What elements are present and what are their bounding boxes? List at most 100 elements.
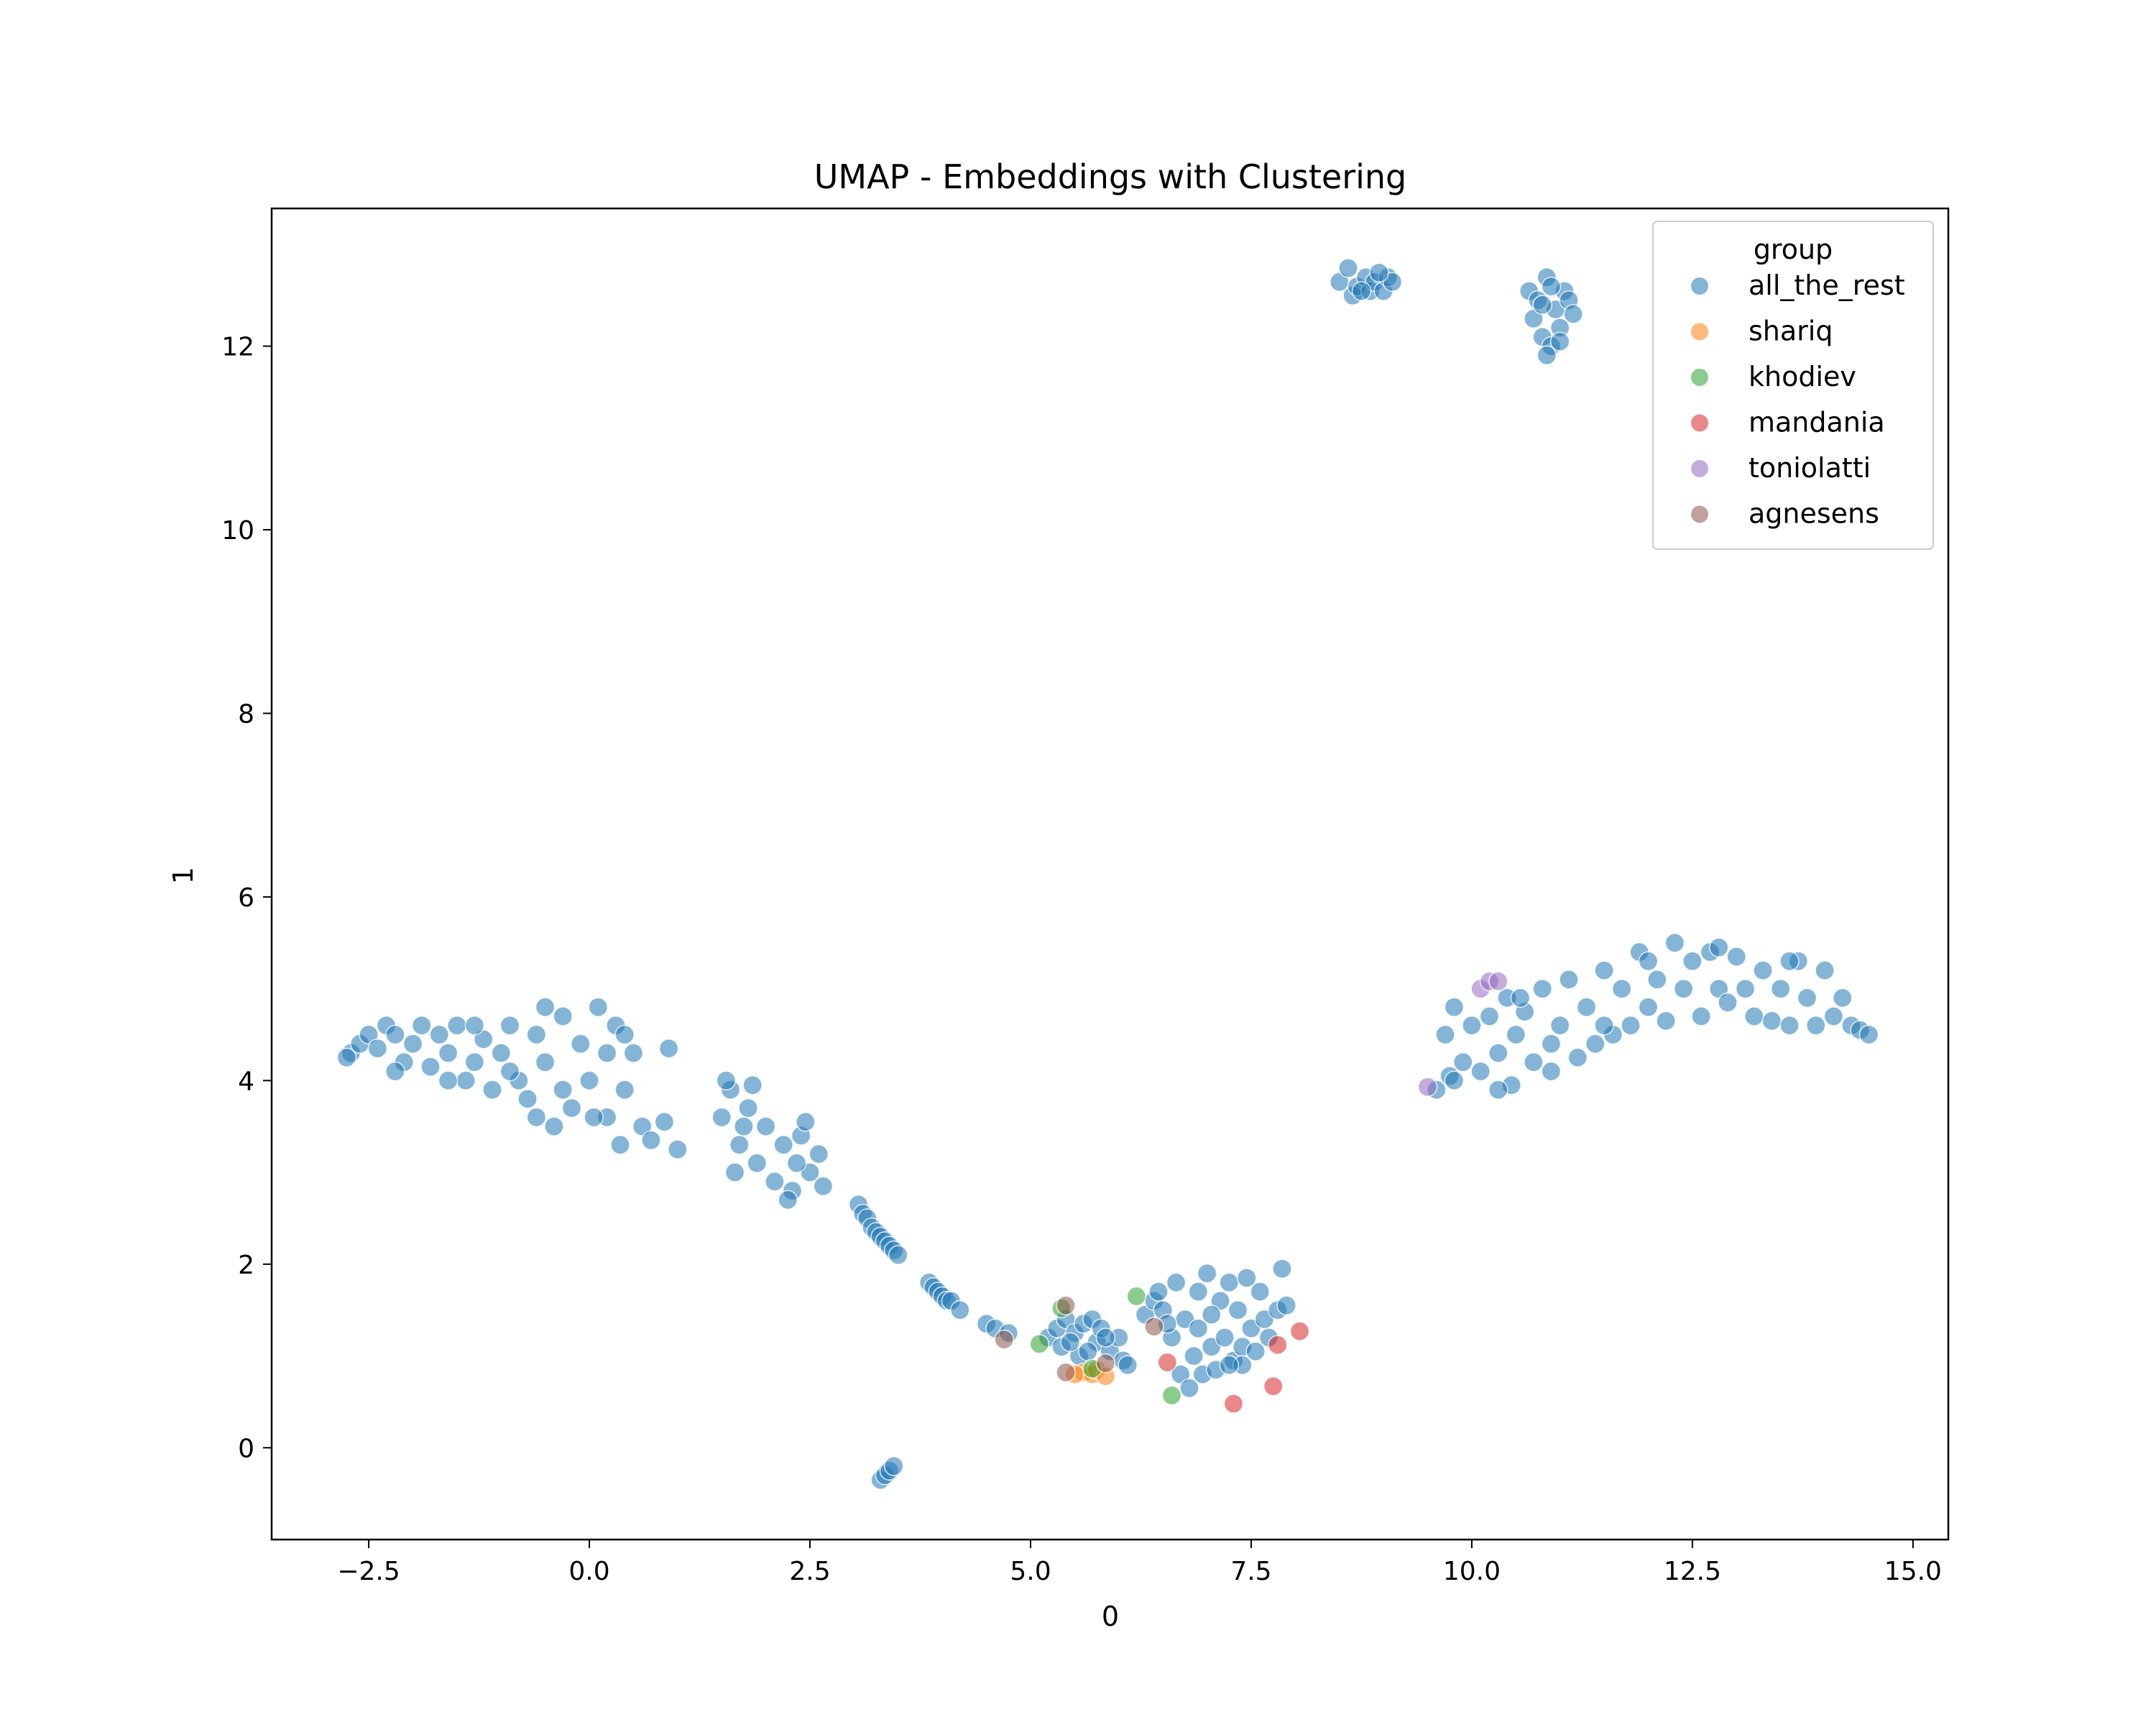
- point-all_the_rest-229: [1708, 937, 1729, 957]
- point-all_the_rest-145: [1219, 1355, 1240, 1376]
- point-all_the_rest-210: [1735, 978, 1756, 999]
- y-tick-label-1: 2: [238, 1251, 254, 1280]
- point-all_the_rest-63: [724, 1162, 745, 1182]
- legend-marker-agnesens: [1691, 505, 1708, 523]
- point-all_the_rest-16: [482, 1080, 502, 1100]
- point-khodiev-3: [1126, 1286, 1147, 1307]
- point-all_the_rest-23: [544, 1116, 564, 1136]
- legend-label-mandania: mandania: [1749, 407, 1885, 438]
- point-all_the_rest-13: [456, 1070, 476, 1091]
- point-all_the_rest-49: [610, 1135, 630, 1155]
- point-all_the_rest-64: [778, 1190, 798, 1210]
- point-all_the_rest-170: [1541, 276, 1562, 297]
- point-all_the_rest-10: [429, 1024, 450, 1045]
- point-all_the_rest-32: [623, 1043, 644, 1063]
- point-all_the_rest-225: [1488, 1080, 1508, 1100]
- scatter-points: [336, 258, 1879, 1490]
- point-all_the_rest-39: [596, 1043, 617, 1063]
- x-axis-label: 0: [1102, 1601, 1119, 1632]
- point-all_the_rest-27: [579, 1070, 599, 1091]
- point-all_the_rest-232: [1510, 988, 1531, 1008]
- point-all_the_rest-177: [1452, 1052, 1473, 1072]
- legend-box: [1652, 221, 1934, 550]
- point-all_the_rest-130: [1227, 1300, 1248, 1320]
- point-all_the_rest-18: [499, 1015, 520, 1036]
- point-all_the_rest-221: [1832, 988, 1853, 1008]
- point-mandania-3: [1268, 1335, 1288, 1355]
- point-all_the_rest-176: [1444, 997, 1465, 1017]
- point-all_the_rest-3: [367, 1038, 388, 1059]
- point-all_the_rest-26: [571, 1034, 591, 1054]
- point-all_the_rest-65: [716, 1070, 737, 1091]
- point-all_the_rest-86: [950, 1300, 970, 1320]
- point-all_the_rest-196: [1611, 978, 1632, 999]
- point-all_the_rest-127: [1215, 1328, 1235, 1348]
- point-all_the_rest-126: [1210, 1291, 1230, 1311]
- point-all_the_rest-33: [632, 1116, 653, 1136]
- x-tick-label-7: 15.0: [1884, 1557, 1942, 1586]
- point-all_the_rest-204: [1682, 951, 1703, 972]
- point-all_the_rest-54: [747, 1153, 768, 1174]
- point-all_the_rest-68: [734, 1116, 754, 1136]
- point-all_the_rest-197: [1621, 1015, 1641, 1036]
- point-all_the_rest-20: [517, 1089, 538, 1109]
- point-all_the_rest-140: [1276, 1295, 1296, 1316]
- legend-marker-all_the_rest: [1691, 277, 1708, 295]
- point-all_the_rest-139: [1272, 1259, 1292, 1279]
- point-all_the_rest-121: [1188, 1282, 1209, 1302]
- point-all_the_rest-37: [499, 1061, 520, 1082]
- point-all_the_rest-69: [786, 1153, 807, 1174]
- point-agnesens-1: [1056, 1362, 1076, 1383]
- point-all_the_rest-205: [1691, 1006, 1711, 1026]
- point-all_the_rest-174: [1435, 1024, 1455, 1045]
- point-all_the_rest-38: [553, 1080, 573, 1100]
- point-all_the_rest-7: [402, 1034, 423, 1054]
- legend-label-shariq: shariq: [1749, 316, 1833, 347]
- point-all_the_rest-147: [1338, 258, 1358, 278]
- point-all_the_rest-128: [1219, 1272, 1240, 1293]
- point-all_the_rest-79: [888, 1245, 908, 1265]
- point-all_the_rest-193: [1585, 1034, 1606, 1054]
- legend-marker-shariq: [1691, 323, 1708, 341]
- point-mandania-4: [1289, 1321, 1310, 1341]
- x-tick-label-2: 2.5: [789, 1557, 830, 1586]
- point-all_the_rest-90: [883, 1456, 904, 1476]
- point-mandania-2: [1263, 1376, 1284, 1397]
- point-all_the_rest-40: [526, 1107, 547, 1128]
- point-all_the_rest-15: [473, 1029, 494, 1049]
- point-all_the_rest-9: [420, 1057, 441, 1077]
- point-all_the_rest-11: [438, 1043, 459, 1063]
- point-all_the_rest-110: [1095, 1328, 1116, 1348]
- legend-title: group: [1754, 234, 1833, 265]
- point-all_the_rest-45: [336, 1047, 357, 1068]
- point-all_the_rest-201: [1656, 1011, 1676, 1031]
- point-all_the_rest-211: [1744, 1006, 1764, 1026]
- point-all_the_rest-53: [738, 1098, 758, 1118]
- point-all_the_rest-156: [1351, 281, 1372, 301]
- point-all_the_rest-62: [813, 1176, 834, 1197]
- point-all_the_rest-48: [535, 997, 556, 1017]
- point-all_the_rest-120: [1184, 1346, 1204, 1366]
- point-all_the_rest-231: [1444, 1070, 1465, 1091]
- legend-label-all_the_rest: all_the_rest: [1749, 270, 1905, 301]
- point-all_the_rest-36: [438, 1070, 459, 1091]
- point-all_the_rest-56: [765, 1172, 785, 1192]
- point-mandania-1: [1223, 1394, 1244, 1414]
- point-all_the_rest-220: [1823, 1006, 1844, 1026]
- point-all_the_rest-43: [668, 1139, 688, 1159]
- point-khodiev-0: [1029, 1334, 1050, 1354]
- point-all_the_rest-224: [1858, 1024, 1879, 1045]
- x-tick-label-0: −2.5: [337, 1557, 400, 1586]
- point-all_the_rest-171: [1549, 331, 1570, 351]
- point-all_the_rest-179: [1470, 1061, 1491, 1082]
- point-all_the_rest-117: [1170, 1364, 1191, 1384]
- point-all_the_rest-144: [1188, 1318, 1209, 1338]
- point-toniolatti-0: [1417, 1077, 1438, 1098]
- point-all_the_rest-209: [1726, 947, 1747, 967]
- point-all_the_rest-187: [1532, 978, 1552, 999]
- point-all_the_rest-142: [1201, 1305, 1222, 1325]
- point-all_the_rest-108: [1060, 1332, 1080, 1353]
- point-all_the_rest-57: [773, 1135, 793, 1155]
- x-tick-label-5: 10.0: [1443, 1557, 1501, 1586]
